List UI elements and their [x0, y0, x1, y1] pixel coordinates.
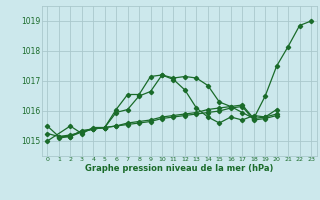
- X-axis label: Graphe pression niveau de la mer (hPa): Graphe pression niveau de la mer (hPa): [85, 164, 273, 173]
